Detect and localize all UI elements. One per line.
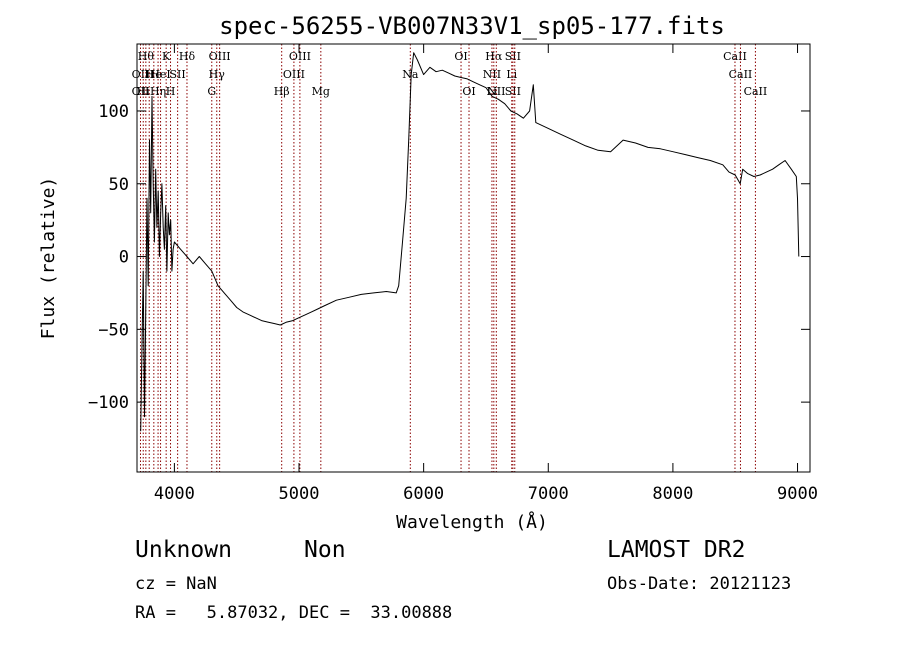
marker-label: CaII bbox=[729, 68, 753, 81]
marker-label: K bbox=[162, 50, 171, 63]
marker-label: Hβ bbox=[274, 85, 290, 98]
marker-label: H bbox=[166, 85, 176, 98]
spectrum-chart: spec-56255-VB007N33V1_sp05-177.fits OII O… bbox=[38, 12, 818, 533]
marker-label: Li bbox=[506, 68, 517, 81]
marker-label: Li bbox=[487, 85, 498, 98]
marker-label: CaII bbox=[744, 85, 768, 98]
x-axis-label: Wavelength (Å) bbox=[396, 511, 548, 533]
y-tick-label: 0 bbox=[119, 248, 129, 268]
marker-label: OI bbox=[454, 50, 467, 63]
y-tick-label: −50 bbox=[98, 320, 129, 340]
y-tick-label: 50 bbox=[109, 175, 129, 195]
survey-label: LAMOST DR2 bbox=[607, 537, 746, 563]
marker-label: HeI bbox=[150, 68, 170, 81]
x-tick-label: 6000 bbox=[403, 484, 444, 504]
coordinates-label: RA = 5.87032, DEC = 33.00888 bbox=[135, 603, 453, 623]
marker-label: OI bbox=[462, 85, 475, 98]
y-axis-label: Flux (relative) bbox=[38, 177, 59, 340]
spectrum-series bbox=[140, 52, 800, 432]
marker-label: NII bbox=[487, 85, 505, 98]
x-tick-label: 7000 bbox=[528, 484, 569, 504]
marker-label: Hθ bbox=[138, 50, 155, 63]
marker-label: G bbox=[207, 85, 216, 98]
spectrum-line bbox=[140, 52, 800, 432]
marker-label: OIII bbox=[289, 50, 311, 63]
obs-date-label: Obs-Date: 20121123 bbox=[607, 574, 792, 594]
marker-label: OII bbox=[132, 85, 150, 98]
marker-label: OIII bbox=[283, 68, 305, 81]
marker-label: CaII bbox=[723, 50, 747, 63]
x-tick-label: 5000 bbox=[279, 484, 320, 504]
marker-label: Hγ bbox=[209, 68, 226, 81]
marker-label: Hα bbox=[485, 50, 503, 63]
y-tick-label: 100 bbox=[98, 102, 129, 122]
axes: 4000 5000 6000 7000 8000 9000 −100 −50 0 50 100 bbox=[88, 44, 818, 504]
marker-label: SII bbox=[170, 68, 186, 81]
marker-label: Mg bbox=[312, 85, 330, 98]
marker-label: SII bbox=[505, 50, 521, 63]
chart-title: spec-56255-VB007N33V1_sp05-177.fits bbox=[219, 12, 725, 40]
marker-label: H bbox=[144, 68, 154, 81]
marker-label: Na bbox=[402, 68, 419, 81]
marker-label: Hη bbox=[150, 85, 166, 98]
x-tick-label: 4000 bbox=[154, 484, 195, 504]
subclass-label: Non bbox=[304, 537, 346, 563]
marker-label: OIII bbox=[209, 50, 231, 63]
marker-label: Hi bbox=[137, 85, 151, 98]
plot-frame bbox=[136, 43, 811, 473]
x-tick-label: 8000 bbox=[652, 484, 693, 504]
marker-label: NII bbox=[483, 68, 501, 81]
y-tick-label: −100 bbox=[88, 393, 129, 413]
line-markers: OIIOIIHiHθHHeHηHeIKHSIIHδGHγOIIIHβOIIIOI… bbox=[132, 44, 768, 472]
marker-label: SII bbox=[505, 85, 521, 98]
marker-label: OII bbox=[132, 68, 150, 81]
class-label: Unknown bbox=[135, 537, 232, 563]
x-tick-label: 9000 bbox=[777, 484, 818, 504]
marker-label: He bbox=[146, 68, 162, 81]
marker-label: Hδ bbox=[179, 50, 196, 63]
redshift-label: cz = NaN bbox=[135, 574, 217, 594]
